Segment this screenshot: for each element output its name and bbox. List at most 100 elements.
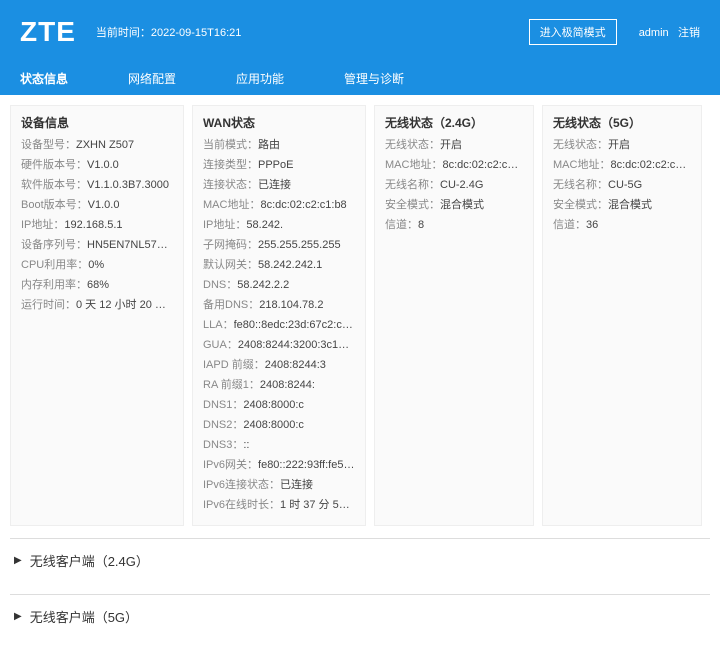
bootver-label: Boot版本号 [21, 197, 88, 213]
uptime-value: 0 天 12 小时 20 分钟 4... [76, 297, 173, 313]
wan-gua-value: 2408:8244:3200:3c1a:8ed... [238, 337, 355, 353]
wan-mode-label: 当前模式 [203, 137, 258, 153]
wl5-stat-value: 开启 [608, 137, 630, 153]
wan-title: WAN状态 [203, 114, 355, 131]
device-title: 设备信息 [21, 114, 173, 131]
wan-dns3v6-value: :: [243, 437, 249, 453]
triangle-icon: ▶ [14, 611, 22, 622]
wan-status-card: WAN状态 当前模式路由 连接类型PPPoE 连接状态已连接 MAC地址8c:d… [192, 105, 366, 526]
model-value: ZXHN Z507 [76, 137, 134, 153]
wan-ra-label: RA 前缀1 [203, 377, 260, 393]
device-info-card: 设备信息 设备型号ZXHN Z507 硬件版本号V1.0.0 软件版本号V1.1… [10, 105, 184, 526]
wl24-name-label: 无线名称 [385, 177, 440, 193]
wl5-stat-label: 无线状态 [553, 137, 608, 153]
wl5-mac-label: MAC地址 [553, 157, 610, 173]
wan-iapd-value: 2408:8244:3 [265, 357, 326, 373]
wan-ip-label: IP地址 [203, 217, 246, 233]
wl24-mac-label: MAC地址 [385, 157, 442, 173]
wan-dns3v6-label: DNS3 [203, 437, 243, 453]
clients-5g-title: 无线客户端（5G） [30, 607, 138, 626]
wl5-title: 无线状态（5G） [553, 114, 691, 131]
wan-lla-label: LLA [203, 317, 234, 333]
swver-label: 软件版本号 [21, 177, 87, 193]
wan-mask-value: 255.255.255.255 [258, 237, 341, 253]
logout-link[interactable]: 注销 [678, 27, 700, 39]
wl24-ch-label: 信道 [385, 217, 418, 233]
wan-iapd-label: IAPD 前缀 [203, 357, 265, 373]
wan-gw-value: 58.242.242.1 [258, 257, 322, 273]
time-value: 2022-09-15T16:21 [151, 27, 242, 39]
ip-label: IP地址 [21, 217, 64, 233]
wl5-sec-value: 混合模式 [608, 197, 652, 213]
wl5-ch-value: 36 [586, 217, 598, 233]
wl24-title: 无线状态（2.4G） [385, 114, 523, 131]
wl24-ch-value: 8 [418, 217, 424, 233]
wireless-5g-card: 无线状态（5G） 无线状态开启 MAC地址8c:dc:02:c2:c1:b9 无… [542, 105, 702, 526]
wan-cstat-value: 已连接 [258, 177, 291, 193]
hwver-label: 硬件版本号 [21, 157, 87, 173]
swver-value: V1.1.0.3B7.3000 [87, 177, 169, 193]
uptime-label: 运行时间 [21, 297, 76, 313]
mem-value: 68% [87, 277, 109, 293]
time-label: 当前时间 [96, 27, 140, 39]
wan-dns2v6-value: 2408:8000:c [243, 417, 304, 433]
wl5-name-value: CU-5G [608, 177, 642, 193]
wan-dns1v6-value: 2408:8000:c [243, 397, 304, 413]
wl24-sec-label: 安全模式 [385, 197, 440, 213]
logo: ZTE [20, 16, 76, 48]
wan-mac-label: MAC地址 [203, 197, 260, 213]
wan-ip-value: 58.242. [246, 217, 283, 233]
nav-app[interactable]: 应用功能 [236, 64, 284, 93]
wl24-mac-value: 8c:dc:02:c2:c1:b8 [442, 157, 523, 173]
wl24-sec-value: 混合模式 [440, 197, 484, 213]
wl5-name-label: 无线名称 [553, 177, 608, 193]
wan-dns2v6-label: DNS2 [203, 417, 243, 433]
nav-status[interactable]: 状态信息 [20, 64, 68, 93]
wan-cstat-label: 连接状态 [203, 177, 258, 193]
wan-lla-value: fe80::8edc:23d:67c2:c1b8 [234, 317, 355, 333]
wan-mode-value: 路由 [258, 137, 280, 153]
triangle-icon: ▶ [14, 555, 22, 566]
mem-label: 内存利用率 [21, 277, 87, 293]
nav-manage[interactable]: 管理与诊断 [344, 64, 404, 93]
wan-dns2-value: 218.104.78.2 [259, 297, 323, 313]
wl24-name-value: CU-2.4G [440, 177, 483, 193]
nav-network[interactable]: 网络配置 [128, 64, 176, 93]
wan-gw-label: 默认网关 [203, 257, 258, 273]
wan-dns1v6-label: DNS1 [203, 397, 243, 413]
simple-mode-button[interactable]: 进入极简模式 [529, 19, 617, 45]
content: 设备信息 设备型号ZXHN Z507 硬件版本号V1.0.0 软件版本号V1.1… [0, 95, 720, 648]
wan-up6-value: 1 时 37 分 58 秒 [280, 497, 355, 513]
wl24-stat-label: 无线状态 [385, 137, 440, 153]
wan-mask-label: 子网掩码 [203, 237, 258, 253]
model-label: 设备型号 [21, 137, 76, 153]
username-link[interactable]: admin [639, 27, 669, 39]
hwver-value: V1.0.0 [87, 157, 119, 173]
wl5-ch-label: 信道 [553, 217, 586, 233]
clients-24g-accordion[interactable]: ▶ 无线客户端（2.4G） [10, 538, 710, 582]
cpu-label: CPU利用率 [21, 257, 88, 273]
cards: 设备信息 设备型号ZXHN Z507 硬件版本号V1.0.0 软件版本号V1.1… [10, 105, 710, 526]
wan-stat6-value: 已连接 [280, 477, 313, 493]
user-links: admin 注销 [633, 24, 700, 40]
header: ZTE 当前时间：2022-09-15T16:21 进入极简模式 admin 注… [0, 0, 720, 95]
wan-gw6-label: IPv6网关 [203, 457, 258, 473]
wl24-stat-value: 开启 [440, 137, 462, 153]
wan-ra-value: 2408:8244: [260, 377, 315, 393]
clients-24g-title: 无线客户端（2.4G） [30, 551, 149, 570]
wan-up6-label: IPv6在线时长 [203, 497, 280, 513]
clients-5g-accordion[interactable]: ▶ 无线客户端（5G） [10, 594, 710, 638]
nav: 状态信息 网络配置 应用功能 管理与诊断 [20, 64, 700, 93]
sn-label: 设备序列号 [21, 237, 87, 253]
wl5-sec-label: 安全模式 [553, 197, 608, 213]
cpu-value: 0% [88, 257, 104, 273]
wan-stat6-label: IPv6连接状态 [203, 477, 280, 493]
wan-gua-label: GUA [203, 337, 238, 353]
bootver-value: V1.0.0 [88, 197, 120, 213]
header-top: ZTE 当前时间：2022-09-15T16:21 进入极简模式 admin 注… [20, 12, 700, 52]
wan-gw6-value: fe80::222:93ff:fe5e:c20 [258, 457, 355, 473]
wireless-24g-card: 无线状态（2.4G） 无线状态开启 MAC地址8c:dc:02:c2:c1:b8… [374, 105, 534, 526]
wan-ctype-value: PPPoE [258, 157, 293, 173]
wan-ctype-label: 连接类型 [203, 157, 258, 173]
wan-dns-value: 58.242.2.2 [237, 277, 289, 293]
